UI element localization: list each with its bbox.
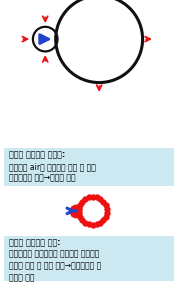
Text: 소기포내 air의 대기포로 확산 및 수축: 소기포내 air의 대기포로 확산 및 수축 <box>9 162 96 171</box>
Text: 소수성 나노입자 존재:: 소수성 나노입자 존재: <box>9 239 60 247</box>
Text: 나노입자가 기포계면에 흡착하여 소기포의: 나노입자가 기포계면에 흡착하여 소기포의 <box>9 249 99 258</box>
FancyBboxPatch shape <box>4 148 174 186</box>
Text: 재염능 우수: 재염능 우수 <box>9 273 34 282</box>
Text: 소수성 나노입자 미존재:: 소수성 나노입자 미존재: <box>9 151 65 160</box>
FancyBboxPatch shape <box>4 236 174 281</box>
Text: 표면적 감소 및 확산 억제→기포안정성 및: 표면적 감소 및 확산 억제→기포안정성 및 <box>9 261 101 270</box>
Text: 거품안정성 저해→재염능 저하: 거품안정성 저해→재염능 저하 <box>9 174 75 183</box>
